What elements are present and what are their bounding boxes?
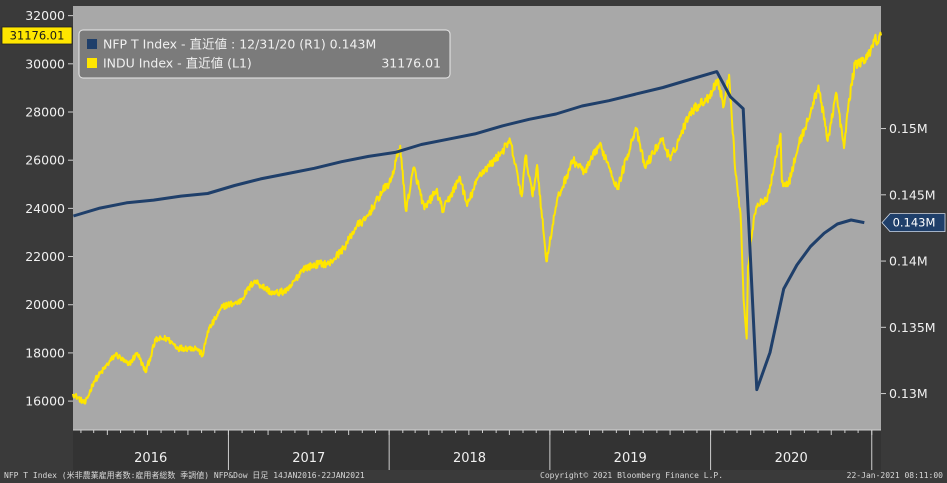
legend-box (78, 29, 451, 79)
year-label: 2016 (134, 451, 167, 466)
right-tick-label: 0.135M (889, 320, 936, 335)
x-axis-band (73, 430, 881, 470)
year-label: 2018 (453, 451, 486, 466)
series-layer (72, 31, 882, 405)
right-tick-label: 0.13M (889, 386, 928, 401)
right-axis: 0.13M 0.135M 0.14M 0.145M 0.15M (881, 121, 936, 401)
legend: NFP T Index - 直近値 : 12/31/20 (R1) 0.143M… (78, 29, 451, 79)
left-tick-label: 24000 (25, 201, 65, 216)
last-value-tag-right-text: 0.143M (893, 216, 936, 230)
footer-timestamp: 22-Jan-2021 08:11:00 (847, 471, 944, 480)
footer-copyright: Copyright© 2021 Bloomberg Finance L.P. (540, 471, 723, 480)
left-tick-label: 28000 (25, 105, 65, 120)
right-tick-label: 0.14M (889, 254, 928, 269)
last-value-tag-right: 0.143M (881, 213, 946, 232)
series-line-indu (72, 31, 882, 405)
left-axis: 16000 18000 20000 22000 24000 26000 28000 30000… (25, 8, 73, 409)
legend-label-nfp: NFP T Index - 直近値 : 12/31/20 (R1) 0.143M (103, 37, 376, 52)
left-tick-label: 16000 (25, 394, 65, 409)
left-tick-label: 32000 (25, 8, 65, 23)
footer-source: NFP T Index (米非農業雇用者数:雇用者総数 季調値) NFP&Dow… (4, 470, 365, 480)
year-label: 2020 (775, 451, 808, 466)
legend-swatch-indu (87, 58, 97, 68)
year-label: 2017 (292, 451, 325, 466)
left-tick-label: 26000 (25, 153, 65, 168)
legend-swatch-nfp (87, 39, 97, 49)
series-line-nfp (72, 70, 865, 392)
last-value-tag-left: 31176.01 (1, 26, 73, 45)
legend-value-indu: 31176.01 (381, 56, 441, 71)
left-tick-label: 18000 (25, 345, 65, 360)
last-value-tag-right-box (881, 213, 946, 232)
legend-label-indu: INDU Index - 直近値 (L1) (103, 56, 252, 71)
last-value-tag-left-box (1, 26, 73, 45)
left-tick-label: 30000 (25, 56, 65, 71)
right-tick-label: 0.145M (889, 187, 936, 202)
left-tick-label: 20000 (25, 297, 65, 312)
last-value-tag-left-text: 31176.01 (10, 29, 65, 43)
x-axis: 2016 2017 2018 2019 2020 (73, 429, 881, 470)
left-tick-label: 22000 (25, 249, 65, 264)
right-tick-label: 0.15M (889, 121, 928, 136)
year-label: 2019 (614, 451, 647, 466)
